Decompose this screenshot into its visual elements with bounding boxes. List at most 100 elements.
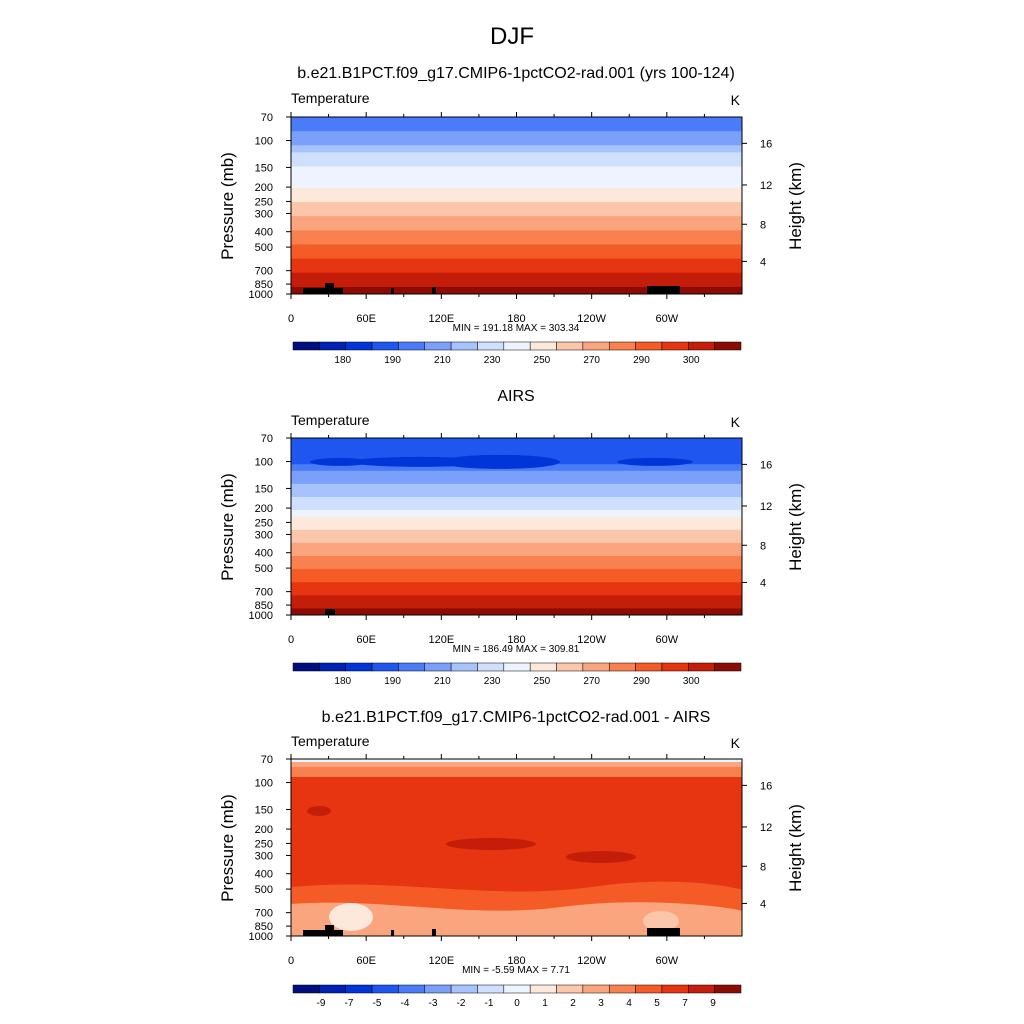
contour-band [291,451,742,459]
terrain-mask [647,286,680,294]
colorbar-box [714,662,742,672]
y-tick-label: 300 [255,208,273,220]
colorbar-label: -2 [457,998,466,1009]
colorbar-box [398,662,426,672]
contour-band [291,529,742,537]
y-tick-label: 700 [255,587,273,599]
terrain-mask [303,288,343,294]
contour-band [291,536,742,544]
colorbar-box [292,984,320,994]
contour-band [291,542,742,551]
colorbar-box [398,984,426,994]
contour-band [291,438,742,446]
terrain-mask [391,930,394,936]
colorbar-label: 3 [598,998,604,1009]
contour-band [291,209,742,217]
contour-band [446,838,536,850]
colorbar-box [424,341,452,351]
panel-1-left-label: Temperature [291,90,370,106]
y-tick-label: 500 [255,563,273,575]
colorbar-label: 290 [633,355,650,366]
contour-band [291,588,742,596]
cold-core [310,457,370,466]
contour-band [291,759,742,767]
contour-band [291,477,742,485]
colorbar-box [529,662,557,672]
y2-tick-label: 4 [760,898,766,910]
contour-band [307,806,331,816]
y-tick-label: 200 [255,182,273,194]
panel-1-y2label: Height (km) [786,162,805,250]
colorbar-box [556,662,584,672]
y-tick-label: 300 [255,529,273,541]
colorbar-box [371,341,399,351]
x-tick-label: 120W [577,955,606,967]
colorbar-box [582,662,610,672]
y2-tick-label: 12 [760,822,772,834]
contour-band [291,286,742,294]
terrain-mask [432,287,436,294]
contour-band [291,124,742,132]
colorbar-label: -3 [429,998,438,1009]
colorbar-box [450,341,478,351]
colorbar-label: 2 [570,998,576,1009]
colorbar-box [319,662,346,672]
colorbar-label: -7 [345,998,354,1009]
y2-tick-label: 16 [760,780,772,792]
panel-1: b.e21.B1PCT.f09_g17.CMIP6-1pctCO2-rad.00… [218,65,805,366]
colorbar-label: 190 [384,676,401,687]
colorbar-box [477,341,505,351]
contour-band [291,201,742,210]
x-tick-label: 60E [356,634,376,646]
cold-core [440,454,560,469]
colorbar-label: 230 [484,676,501,687]
contour-band [329,903,373,931]
y-tick-label: 200 [255,824,273,836]
colorbar-box [345,662,373,672]
x-tick-label: 180 [507,955,525,967]
colorbar-box [582,984,610,994]
x-tick-label: 60W [656,313,679,325]
colorbar-box [635,662,663,672]
y2-tick-label: 16 [760,138,772,150]
colorbar-box [319,984,346,994]
contour-band [291,152,742,161]
contour-band [291,180,742,189]
contour-band [291,244,742,253]
y-tick-label: 850 [255,600,273,612]
y-tick-label: 70 [261,433,273,445]
panel-2-title: AIRS [497,388,534,405]
y-tick-label: 250 [255,196,273,208]
colorbar-box [477,984,505,994]
contour-band [291,562,742,570]
contour-band [291,173,742,182]
x-tick-label: 60W [656,634,679,646]
y-tick-label: 250 [255,517,273,529]
y-tick-label: 400 [255,548,273,560]
y2-tick-label: 8 [760,219,766,231]
colorbar-box [608,984,636,994]
contour-band [291,131,742,139]
colorbar-label: 0 [514,998,520,1009]
contour-band [291,117,742,125]
y2-tick-label: 8 [760,540,766,552]
contour-band [291,251,742,260]
contour-band [291,523,742,531]
x-tick-label: 120E [428,955,454,967]
contour-band [291,497,742,505]
contour-field [291,438,742,615]
contour-field [291,117,742,294]
y-tick-label: 850 [255,921,273,933]
colorbar-label: 7 [682,998,688,1009]
y-tick-label: 300 [255,850,273,862]
y-tick-label: 100 [255,778,273,790]
contour-band [291,265,742,274]
x-tick-label: 0 [288,313,294,325]
contour-band [291,902,742,936]
panel-3-colorbar: -9 -7 -5 -4 -3 -2 -1 0 1 2 3 4 5 7 9 [292,984,742,1009]
colorbar-label: -5 [373,998,382,1009]
contour-band [291,582,742,590]
